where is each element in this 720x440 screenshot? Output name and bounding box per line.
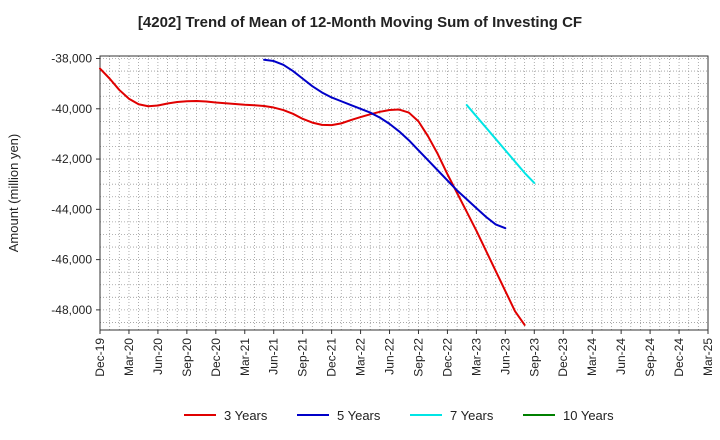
x-tick-label: Dec-24 [672,338,686,377]
x-tick-label: Jun-22 [383,338,397,375]
grid-lines [99,56,709,330]
x-tick-label: Dec-23 [556,338,570,377]
x-tick-label: Jun-24 [614,338,628,375]
x-tick-label: Mar-23 [469,338,483,376]
x-tick-label: Mar-20 [122,338,136,376]
x-tick-label: Dec-19 [93,338,107,377]
plot-frame [99,55,709,331]
chart-title: [4202] Trend of Mean of 12-Month Moving … [137,14,583,31]
x-tick-label: Mar-25 [701,338,715,376]
x-tick-label: Jun-20 [151,338,165,375]
x-tick-label: Dec-21 [325,338,339,377]
x-tick-label: Jun-21 [267,338,281,375]
plot-area [100,56,708,330]
x-tick-label: Sep-24 [643,338,657,377]
x-tick-label: Sep-20 [180,338,194,377]
x-tick-label: Dec-22 [440,338,454,377]
y-tick-label: -40,000 [51,102,92,116]
x-tick-label: Sep-21 [296,338,310,377]
x-tick-label: Dec-20 [209,338,223,377]
y-tick-label: -42,000 [51,152,92,166]
legend-label: 5 Years [337,408,381,423]
x-tick-label: Sep-23 [527,338,541,377]
x-tick-label: Mar-24 [585,338,599,376]
legend-label: 7 Years [450,408,494,423]
y-axis-label: Amount (million yen) [6,134,21,253]
legend-label: 10 Years [563,408,614,423]
x-tick-label: Sep-22 [411,338,425,377]
series-line-5-years [263,58,507,230]
y-tick-label: -38,000 [51,52,92,66]
series-line-7-years [465,104,536,184]
x-tick-label: Mar-21 [238,338,252,376]
x-tick-label: Mar-22 [354,338,368,376]
y-tick-label: -44,000 [51,202,92,216]
y-tick-label: -48,000 [51,303,92,317]
y-tick-label: -46,000 [51,253,92,267]
legend-label: 3 Years [224,408,268,423]
x-tick-label: Jun-23 [498,338,512,375]
